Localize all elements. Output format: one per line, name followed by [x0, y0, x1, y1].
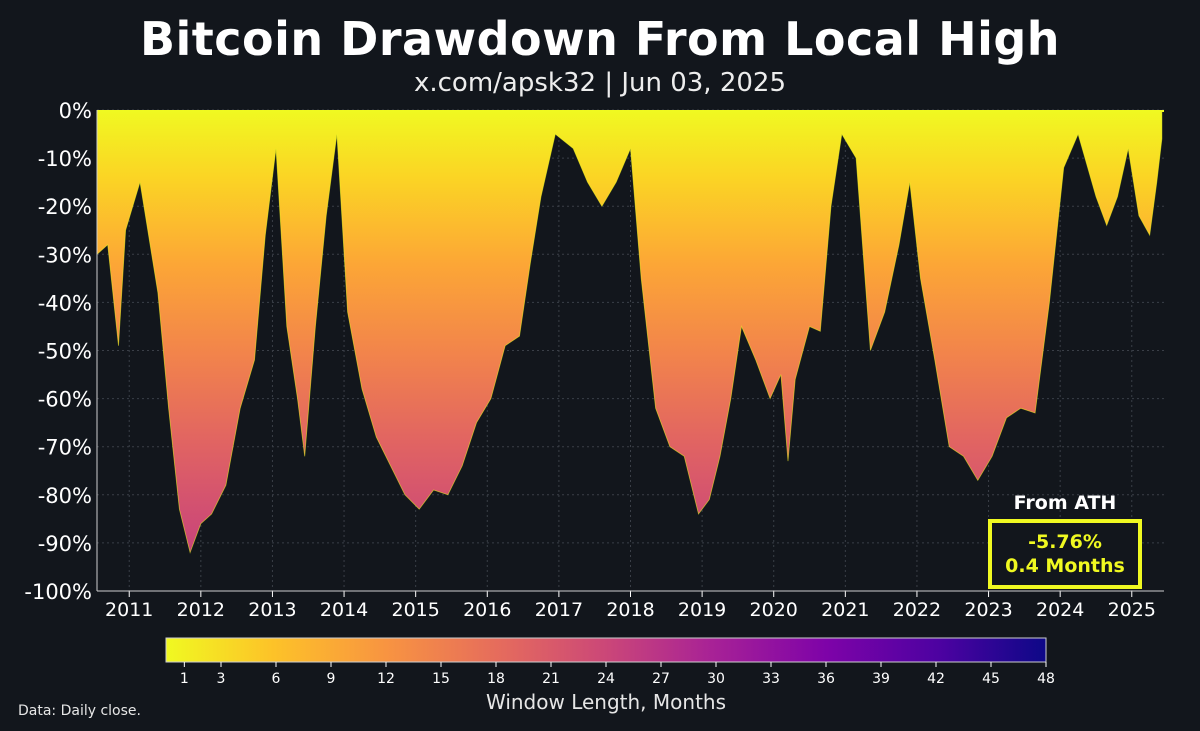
- zero-line: [97, 110, 1164, 112]
- colorbar-tick-label: 42: [927, 671, 945, 687]
- y-tick-label: -100%: [24, 580, 92, 604]
- x-tick-label: 2020: [750, 599, 798, 621]
- ath-drawdown-value: -5.76%: [1028, 531, 1102, 553]
- colorbar-tick-label: 27: [652, 671, 670, 687]
- colorbar-tick-label: 30: [707, 671, 725, 687]
- x-tick-label: 2021: [821, 599, 869, 621]
- x-tick-label: 2018: [606, 599, 654, 621]
- colorbar-tick-label: 45: [982, 671, 1000, 687]
- colorbar-tick-label: 39: [872, 671, 890, 687]
- x-tick-label: 2011: [105, 599, 153, 621]
- x-tick-label: 2023: [964, 599, 1012, 621]
- chart-subtitle: x.com/apsk32 | Jun 03, 2025: [413, 68, 787, 98]
- ath-duration-value: 0.4 Months: [1005, 555, 1125, 577]
- y-tick-label: -70%: [38, 436, 92, 460]
- x-axis-ticks: 2011 2012 2013 2014 2015 2016 2017 2018 2019 2020…: [97, 590, 1164, 621]
- colorbar-tick-label: 3: [217, 671, 226, 687]
- colorbar-label: Window Length, Months: [485, 690, 727, 714]
- x-tick-label: 2015: [391, 599, 439, 621]
- x-tick-label: 2019: [678, 599, 726, 621]
- y-tick-label: -50%: [38, 340, 92, 364]
- y-tick-label: -80%: [38, 484, 92, 508]
- colorbar-tick-label: 12: [377, 671, 395, 687]
- y-tick-label: 0%: [59, 99, 92, 123]
- chart-title: Bitcoin Drawdown From Local High: [139, 12, 1061, 66]
- x-tick-label: 2017: [535, 599, 583, 621]
- x-tick-label: 2016: [463, 599, 511, 621]
- drawdown-fill: [97, 110, 1163, 554]
- ath-heading: From ATH: [1013, 492, 1117, 514]
- drawdown-area: [97, 110, 1164, 554]
- colorbar-tick-label: 24: [597, 671, 615, 687]
- y-tick-label: -60%: [38, 388, 92, 412]
- colorbar-tick-label: 9: [327, 671, 336, 687]
- y-tick-label: -30%: [38, 243, 92, 267]
- y-tick-label: -20%: [38, 195, 92, 219]
- colorbar-tick-label: 33: [762, 671, 780, 687]
- colorbar-tick-label: 21: [542, 671, 560, 687]
- x-tick-label: 2022: [893, 599, 941, 621]
- x-tick-label: 2012: [177, 599, 225, 621]
- x-tick-label: 2025: [1108, 599, 1156, 621]
- y-tick-label: -40%: [38, 291, 92, 315]
- colorbar-tick-label: 36: [817, 671, 835, 687]
- y-tick-label: -10%: [38, 147, 92, 171]
- colorbar-ticks: 1 3 6 9 12 15 18 21 24 27 30 33 36 39 42 45 48: [180, 662, 1055, 687]
- colorbar-tick-label: 15: [432, 671, 450, 687]
- colorbar: [165, 637, 1047, 663]
- colorbar-tick-label: 48: [1037, 671, 1055, 687]
- x-tick-label: 2014: [320, 599, 368, 621]
- colorbar-tick-label: 1: [180, 671, 189, 687]
- y-tick-label: -90%: [38, 532, 92, 556]
- y-axis-ticks: 0% -10% -20% -30% -40% -50% -60% -70% -80% -90% -1…: [24, 99, 98, 604]
- x-tick-label: 2024: [1036, 599, 1084, 621]
- ath-box: -5.76% 0.4 Months: [988, 519, 1142, 589]
- colorbar-tick-label: 6: [272, 671, 281, 687]
- x-tick-label: 2013: [248, 599, 296, 621]
- colorbar-tick-label: 18: [487, 671, 505, 687]
- footnote: Data: Daily close.: [18, 703, 141, 719]
